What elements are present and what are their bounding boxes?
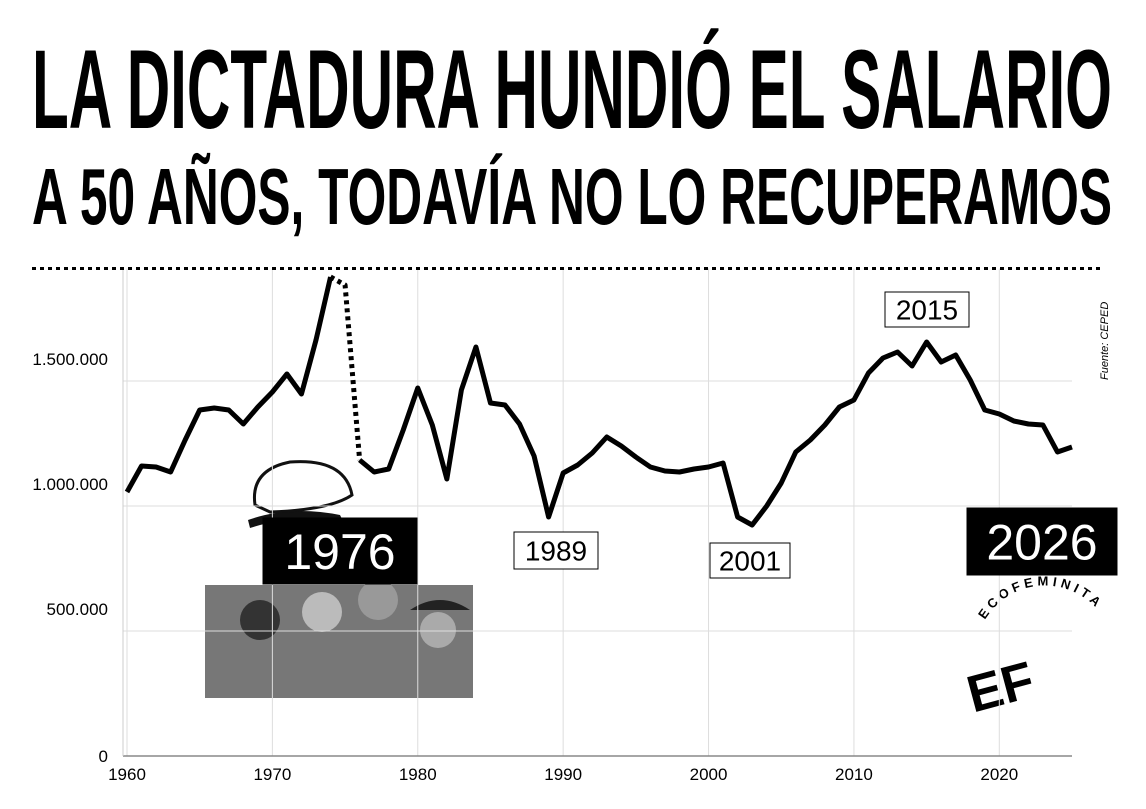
x-tick-label: 2010 — [835, 765, 873, 784]
y-tick-label: 1.000.000 — [32, 475, 108, 494]
y-tick-label: 1.500.000 — [32, 350, 108, 369]
x-tick-label: 1980 — [399, 765, 437, 784]
x-tick-label: 1990 — [544, 765, 582, 784]
annotation-box — [709, 542, 791, 579]
chart-subtitle: A 50 AÑOS, TODAVÍA NO LO RECUPERAMOS — [32, 152, 1112, 241]
annotation-box — [884, 291, 970, 328]
logo-text: ECOFEMINITA — [975, 574, 1107, 622]
logo: ECOFEMINITA EF — [961, 574, 1107, 725]
line-series — [124, 276, 333, 494]
annotation: 2015 — [896, 295, 958, 326]
annotation-box — [513, 531, 599, 570]
logo-text-path: ECOFEMINITA — [975, 574, 1103, 622]
y-tick-label: 0 — [99, 747, 108, 766]
source: Fuente: CEPED — [1099, 302, 1111, 380]
logo-mark: EF — [961, 651, 1040, 724]
annotation: 2026 — [986, 515, 1097, 571]
chart-title: LA DICTADURA HUNDIÓ EL SALARIO — [32, 27, 1112, 152]
illustration — [205, 460, 473, 698]
x-tick-label: 2000 — [690, 765, 728, 784]
line-series — [329, 274, 363, 461]
annotation: 2001 — [719, 546, 781, 577]
annotation: 1976 — [284, 524, 395, 580]
annotation-box — [262, 517, 418, 585]
x-tick-label: 2020 — [980, 765, 1018, 784]
annotation: 1989 — [525, 536, 587, 567]
y-tick-label: 500.000 — [47, 600, 108, 619]
annotation-box — [966, 507, 1118, 576]
line-series — [358, 339, 1073, 528]
x-tick-label: 1970 — [253, 765, 291, 784]
x-tick-label: 1960 — [108, 765, 146, 784]
